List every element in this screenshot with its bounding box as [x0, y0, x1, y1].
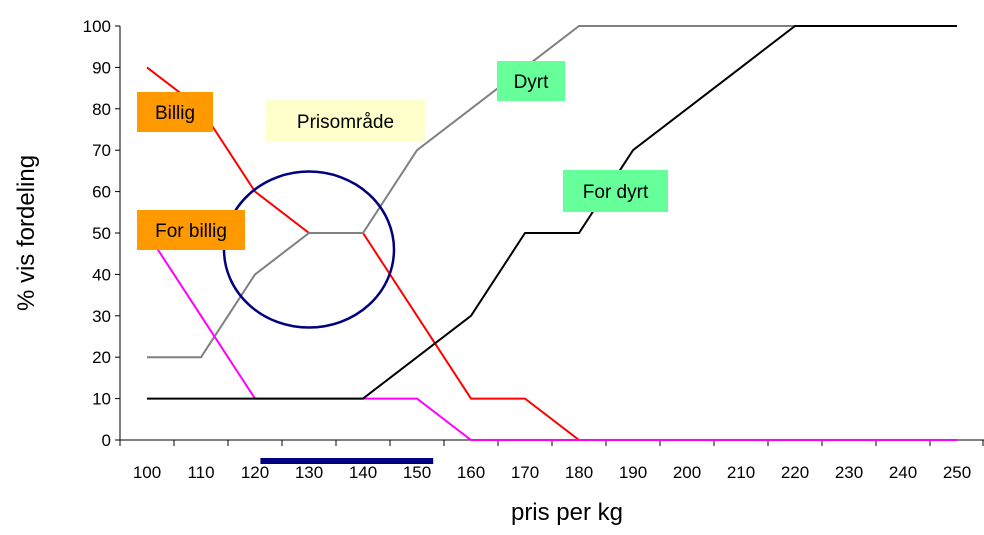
- annotation-dyrt: Dyrt: [497, 61, 565, 101]
- x-tick-label: 140: [349, 463, 377, 482]
- x-tick-label: 120: [241, 463, 269, 482]
- x-tick-label: 220: [781, 463, 809, 482]
- y-tick-label: 10: [92, 390, 111, 409]
- x-tick-label: 110: [187, 463, 214, 482]
- x-tick-label: 170: [511, 463, 539, 482]
- x-tick-label: 230: [835, 463, 863, 482]
- annotation-for-billig: For billig: [137, 210, 245, 250]
- x-tick-label: 250: [943, 463, 971, 482]
- x-axis-title: pris per kg: [511, 499, 623, 526]
- annotation-label: For dyrt: [583, 182, 649, 203]
- series-line-4: [147, 25, 957, 400]
- annotation-box: [497, 61, 565, 101]
- annotation-box: [266, 100, 425, 142]
- annotation-box: [137, 210, 245, 250]
- x-tick-label: 160: [457, 463, 485, 482]
- y-tick-label: 0: [102, 431, 111, 450]
- x-tick-label: 100: [133, 463, 161, 482]
- y-tick-label: 80: [92, 100, 111, 119]
- y-tick-label: 90: [92, 58, 111, 77]
- annotation-billig: Billig: [137, 92, 213, 132]
- y-tick-label: 50: [92, 224, 111, 243]
- x-tick-label: 150: [403, 463, 431, 482]
- y-tick-label: 20: [92, 348, 111, 367]
- price-range-ellipse: [222, 170, 396, 329]
- annotation-prisomr-de: Prisområde: [266, 100, 425, 142]
- annotation-label: Billig: [155, 103, 195, 124]
- annotation-for-dyrt: For dyrt: [563, 170, 668, 212]
- y-tick-label: 70: [92, 141, 111, 160]
- x-tick-label: 240: [889, 463, 917, 482]
- x-tick-label: 210: [727, 463, 755, 482]
- x-tick-label: 180: [565, 463, 593, 482]
- y-tick-label: 40: [92, 265, 111, 284]
- y-tick-label: 100: [83, 17, 111, 36]
- y-tick-label: 60: [92, 183, 111, 202]
- x-tick-label: 130: [295, 463, 323, 482]
- y-tick-label: 30: [92, 307, 111, 326]
- annotation-label: For billig: [155, 221, 227, 242]
- annotation-box: [137, 92, 213, 132]
- x-tick-label: 190: [619, 463, 647, 482]
- price-range-bar: [260, 458, 434, 464]
- annotation-label: Dyrt: [514, 72, 550, 93]
- annotation-label: Prisområde: [297, 112, 394, 133]
- annotation-box: [563, 170, 668, 212]
- x-tick-label: 200: [673, 463, 701, 482]
- y-axis-title: % vis fordeling: [13, 155, 40, 311]
